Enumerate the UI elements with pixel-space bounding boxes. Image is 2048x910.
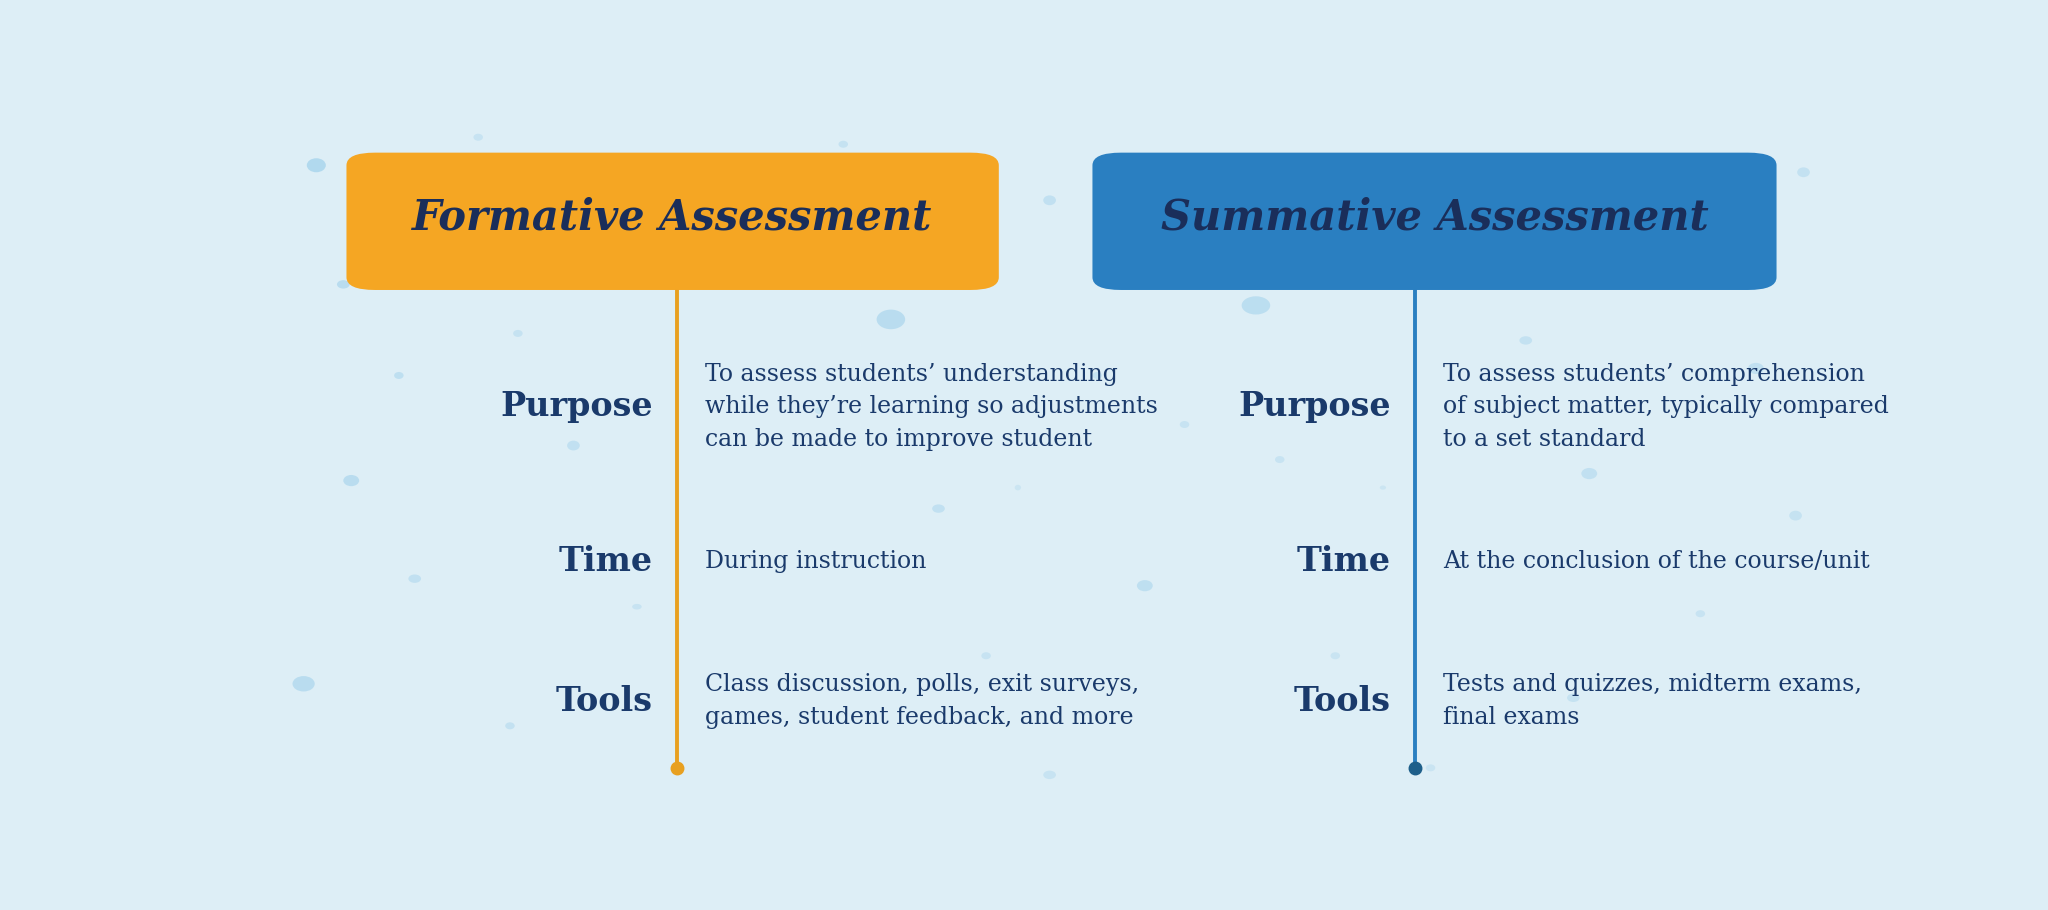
Text: To assess students’ understanding
while they’re learning so adjustments
can be m: To assess students’ understanding while … (705, 362, 1157, 451)
Ellipse shape (293, 676, 315, 692)
Ellipse shape (1180, 421, 1190, 428)
Text: Time: Time (1296, 545, 1391, 578)
Ellipse shape (1014, 485, 1022, 490)
Ellipse shape (1425, 764, 1436, 772)
Ellipse shape (1696, 611, 1706, 617)
Text: During instruction: During instruction (705, 550, 926, 572)
Ellipse shape (633, 604, 641, 610)
Ellipse shape (1331, 652, 1339, 659)
Ellipse shape (1567, 693, 1579, 702)
Ellipse shape (981, 652, 991, 659)
Ellipse shape (514, 330, 522, 337)
Ellipse shape (567, 440, 580, 450)
Ellipse shape (1581, 468, 1597, 480)
Text: To assess students’ comprehension
of subject matter, typically compared
to a set: To assess students’ comprehension of sub… (1444, 362, 1888, 451)
Ellipse shape (1790, 511, 1802, 521)
Ellipse shape (1452, 173, 1473, 186)
FancyBboxPatch shape (346, 153, 999, 290)
Ellipse shape (338, 280, 350, 288)
Text: Tools: Tools (555, 685, 653, 718)
Ellipse shape (838, 141, 848, 147)
Ellipse shape (1241, 297, 1270, 315)
Ellipse shape (1634, 228, 1657, 243)
Ellipse shape (344, 475, 358, 486)
Ellipse shape (877, 309, 905, 329)
Ellipse shape (1276, 456, 1284, 463)
Ellipse shape (393, 372, 403, 379)
Ellipse shape (932, 504, 944, 513)
Ellipse shape (1042, 771, 1057, 779)
Ellipse shape (506, 723, 514, 729)
Ellipse shape (1798, 167, 1810, 177)
Ellipse shape (307, 158, 326, 172)
Ellipse shape (408, 574, 422, 583)
Ellipse shape (1092, 372, 1102, 379)
Ellipse shape (1380, 485, 1386, 490)
Text: Formative Assessment: Formative Assessment (412, 197, 932, 238)
Ellipse shape (1137, 580, 1153, 592)
Ellipse shape (815, 407, 823, 414)
Text: Summative Assessment: Summative Assessment (1161, 197, 1708, 238)
Ellipse shape (1749, 363, 1763, 374)
Text: Tests and quizzes, midterm exams,
final exams: Tests and quizzes, midterm exams, final … (1444, 673, 1862, 729)
Ellipse shape (1520, 336, 1532, 345)
Ellipse shape (473, 134, 483, 141)
Text: Tools: Tools (1294, 685, 1391, 718)
Text: At the conclusion of the course/unit: At the conclusion of the course/unit (1444, 550, 1870, 572)
FancyBboxPatch shape (1092, 153, 1776, 290)
Text: Time: Time (559, 545, 653, 578)
Text: Class discussion, polls, exit surveys,
games, student feedback, and more: Class discussion, polls, exit surveys, g… (705, 673, 1139, 729)
Text: Purpose: Purpose (500, 390, 653, 423)
Ellipse shape (600, 233, 610, 238)
Ellipse shape (1042, 196, 1057, 205)
Ellipse shape (764, 174, 780, 185)
Text: Purpose: Purpose (1239, 390, 1391, 423)
Ellipse shape (725, 259, 739, 268)
Ellipse shape (1204, 155, 1212, 162)
